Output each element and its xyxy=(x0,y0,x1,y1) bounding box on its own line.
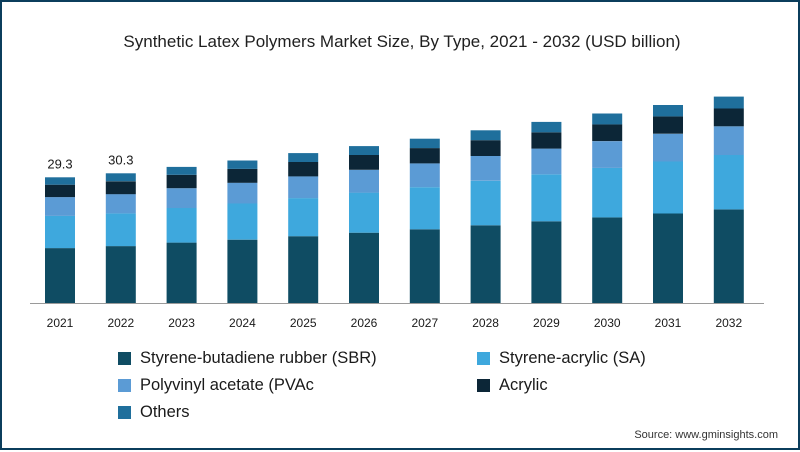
bar-2023-series-3 xyxy=(166,188,197,208)
bar-2029-series-4 xyxy=(531,132,562,149)
bar-2021-series-4 xyxy=(45,184,75,198)
bar-2025-series-2 xyxy=(288,198,319,237)
source-note: Source: www.gminsights.com xyxy=(634,429,778,441)
x-tick-label-2030: 2030 xyxy=(594,316,621,330)
bar-2022-series-2 xyxy=(105,213,136,247)
bar-2028-series-3 xyxy=(470,156,501,181)
bar-2027-series-2 xyxy=(409,187,440,230)
bar-2026-series-2 xyxy=(349,192,379,233)
bar-2028-series-1 xyxy=(470,225,501,303)
chart-title: Synthetic Latex Polymers Market Size, By… xyxy=(123,32,681,51)
bar-2025-series-5 xyxy=(288,153,319,162)
bar-2021-series-3 xyxy=(45,197,75,216)
bar-2023-series-2 xyxy=(166,208,197,243)
bar-2021-series-5 xyxy=(45,177,75,185)
bar-2026-series-3 xyxy=(349,169,379,193)
bar-2027-series-5 xyxy=(409,138,440,149)
x-tick-label-2025: 2025 xyxy=(290,316,317,330)
data-label-2022: 30.3 xyxy=(108,152,133,167)
bar-2026-series-5 xyxy=(349,146,379,155)
bar-2027-series-4 xyxy=(409,148,440,164)
x-tick-label-2028: 2028 xyxy=(472,316,499,330)
bar-2021-series-1 xyxy=(45,248,75,303)
bar-2029-series-3 xyxy=(531,148,562,175)
bar-2032-series-2 xyxy=(713,155,744,210)
bar-2026-series-1 xyxy=(349,232,379,303)
x-tick-label-2027: 2027 xyxy=(411,316,438,330)
bar-2032-series-3 xyxy=(713,126,744,155)
bar-2025-series-3 xyxy=(288,176,319,199)
bar-2027-series-3 xyxy=(409,163,440,188)
bar-2023-series-4 xyxy=(166,174,197,189)
bar-2031-series-3 xyxy=(653,133,683,162)
bar-2032-series-1 xyxy=(713,209,744,303)
bar-2022-series-1 xyxy=(105,246,136,303)
bar-2026-series-4 xyxy=(349,155,379,170)
bar-2031-series-1 xyxy=(653,213,683,303)
data-label-2021: 29.3 xyxy=(47,156,72,171)
bar-2028-series-5 xyxy=(470,130,501,141)
bar-2021-series-2 xyxy=(45,215,75,249)
x-tick-label-2031: 2031 xyxy=(655,316,682,330)
bar-2027-series-1 xyxy=(409,229,440,303)
bar-2024-series-5 xyxy=(227,160,258,169)
bar-2031-series-4 xyxy=(653,116,683,134)
bar-2030-series-3 xyxy=(592,141,623,168)
bar-2023-series-1 xyxy=(166,242,197,303)
x-tick-label-2024: 2024 xyxy=(229,316,256,330)
bar-2024-series-4 xyxy=(227,168,258,183)
bar-2031-series-2 xyxy=(653,161,683,214)
bar-2029-series-5 xyxy=(531,121,562,133)
bar-2031-series-5 xyxy=(653,105,683,117)
bar-2032-series-5 xyxy=(713,96,744,109)
bar-2028-series-4 xyxy=(470,140,501,156)
bar-2025-series-4 xyxy=(288,162,319,177)
bar-2022-series-3 xyxy=(105,194,136,214)
x-tick-label-2029: 2029 xyxy=(533,316,560,330)
bar-2032-series-4 xyxy=(713,108,744,127)
bar-2023-series-5 xyxy=(166,166,197,175)
bar-2025-series-1 xyxy=(288,236,319,303)
bar-2024-series-1 xyxy=(227,239,258,303)
bar-2022-series-5 xyxy=(105,173,136,182)
x-tick-label-2022: 2022 xyxy=(107,316,134,330)
bar-2024-series-3 xyxy=(227,182,258,204)
x-tick-label-2021: 2021 xyxy=(47,316,74,330)
x-tick-label-2032: 2032 xyxy=(715,316,742,330)
bar-2030-series-2 xyxy=(592,167,623,218)
x-tick-label-2023: 2023 xyxy=(168,316,195,330)
bar-2029-series-1 xyxy=(531,221,562,303)
x-tick-label-2026: 2026 xyxy=(351,316,378,330)
bar-2029-series-2 xyxy=(531,174,562,222)
bar-2028-series-2 xyxy=(470,180,501,226)
bar-2030-series-4 xyxy=(592,124,623,142)
bar-2030-series-1 xyxy=(592,217,623,303)
bar-2030-series-5 xyxy=(592,113,623,125)
bar-2024-series-2 xyxy=(227,203,258,240)
bar-2022-series-4 xyxy=(105,181,136,195)
